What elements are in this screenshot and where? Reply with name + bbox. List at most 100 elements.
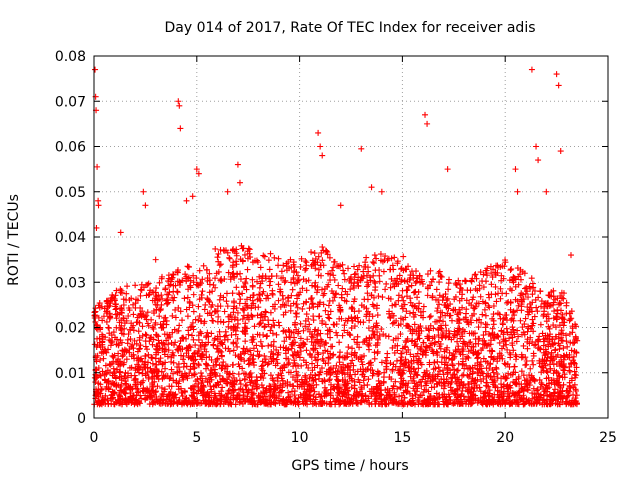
data-point bbox=[415, 357, 422, 364]
data-point bbox=[433, 390, 440, 397]
data-point bbox=[292, 310, 299, 317]
data-point bbox=[156, 340, 163, 347]
data-point bbox=[150, 336, 157, 343]
data-point bbox=[488, 354, 495, 361]
data-point bbox=[360, 339, 367, 346]
data-point bbox=[535, 157, 542, 164]
data-point bbox=[514, 188, 521, 195]
data-point bbox=[373, 395, 380, 402]
data-point bbox=[259, 317, 266, 324]
data-point bbox=[337, 202, 344, 209]
data-point bbox=[502, 361, 509, 368]
data-point bbox=[500, 383, 507, 390]
data-point bbox=[214, 379, 221, 386]
data-point bbox=[394, 258, 401, 265]
data-point bbox=[462, 277, 469, 284]
data-point bbox=[474, 365, 481, 372]
data-point bbox=[95, 380, 102, 387]
data-point bbox=[411, 327, 418, 334]
data-point bbox=[445, 286, 452, 293]
y-tick-label: 0 bbox=[77, 411, 86, 427]
data-point bbox=[239, 290, 246, 297]
data-point bbox=[524, 387, 531, 394]
data-point bbox=[377, 251, 384, 258]
data-point bbox=[374, 322, 381, 329]
data-point bbox=[387, 360, 394, 367]
data-point bbox=[112, 301, 119, 308]
data-point bbox=[113, 315, 120, 322]
data-point bbox=[484, 359, 491, 366]
data-point bbox=[269, 375, 276, 382]
data-point bbox=[199, 351, 206, 358]
data-point bbox=[98, 386, 105, 393]
data-point bbox=[464, 387, 471, 394]
data-point bbox=[149, 396, 156, 403]
data-point bbox=[437, 272, 444, 279]
data-point bbox=[327, 354, 334, 361]
data-point bbox=[94, 163, 101, 170]
data-point bbox=[303, 359, 310, 366]
data-point bbox=[352, 270, 359, 277]
data-point bbox=[477, 293, 484, 300]
data-point bbox=[294, 383, 301, 390]
data-point bbox=[424, 120, 431, 127]
data-point bbox=[436, 379, 443, 386]
data-point bbox=[250, 300, 257, 307]
data-point bbox=[164, 393, 171, 400]
data-point bbox=[412, 383, 419, 390]
data-point bbox=[202, 341, 209, 348]
data-point bbox=[410, 353, 417, 360]
data-point bbox=[233, 340, 240, 347]
data-point bbox=[136, 345, 143, 352]
data-point bbox=[142, 343, 149, 350]
data-point bbox=[308, 338, 315, 345]
data-point bbox=[320, 292, 327, 299]
data-point bbox=[573, 401, 580, 408]
data-point bbox=[522, 362, 529, 369]
data-point bbox=[358, 302, 365, 309]
data-point bbox=[162, 365, 169, 372]
data-point bbox=[216, 262, 223, 269]
data-point bbox=[116, 325, 123, 332]
data-point bbox=[363, 313, 370, 320]
data-point bbox=[455, 277, 462, 284]
data-point bbox=[194, 376, 201, 383]
data-point bbox=[325, 302, 332, 309]
data-point bbox=[378, 359, 385, 366]
data-point bbox=[383, 366, 390, 373]
data-point bbox=[460, 338, 467, 345]
data-point bbox=[110, 294, 117, 301]
data-point bbox=[112, 334, 119, 341]
data-point bbox=[311, 388, 318, 395]
data-point bbox=[302, 317, 309, 324]
data-point bbox=[424, 284, 431, 291]
data-point bbox=[226, 255, 233, 262]
data-point bbox=[529, 357, 536, 364]
data-point bbox=[305, 364, 312, 371]
data-point bbox=[335, 263, 342, 270]
data-point bbox=[114, 396, 121, 403]
data-point bbox=[241, 358, 248, 365]
data-point bbox=[226, 348, 233, 355]
data-point bbox=[560, 366, 567, 373]
data-point bbox=[413, 274, 420, 281]
data-point bbox=[195, 170, 202, 177]
data-point bbox=[99, 341, 106, 348]
data-point bbox=[259, 343, 266, 350]
data-point bbox=[165, 335, 172, 342]
data-point bbox=[289, 286, 296, 293]
data-point bbox=[331, 383, 338, 390]
data-point bbox=[113, 383, 120, 390]
data-point bbox=[276, 322, 283, 329]
data-point bbox=[382, 253, 389, 260]
data-point bbox=[423, 343, 430, 350]
data-point bbox=[515, 389, 522, 396]
data-point bbox=[337, 349, 343, 356]
data-point bbox=[251, 323, 258, 330]
data-point bbox=[463, 310, 470, 317]
data-point bbox=[397, 357, 404, 364]
data-point bbox=[141, 361, 148, 368]
data-point bbox=[539, 381, 546, 388]
data-point bbox=[288, 329, 295, 336]
data-point bbox=[343, 298, 350, 305]
